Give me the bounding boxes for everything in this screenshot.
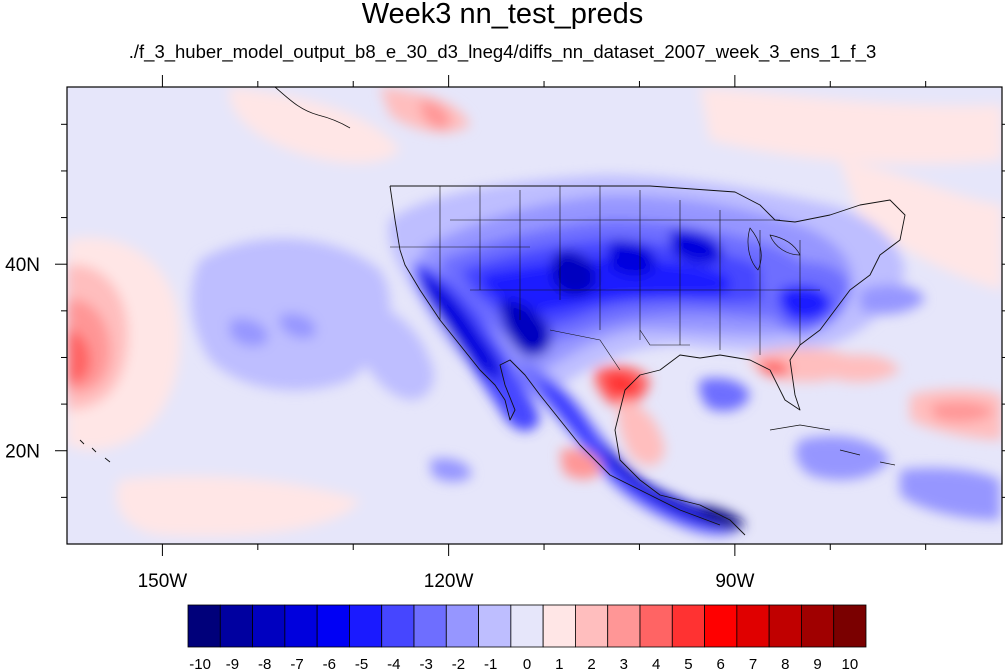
colorbar-swatch <box>542 604 576 648</box>
field-region <box>116 476 360 537</box>
colorbar-label: 4 <box>652 656 660 672</box>
colorbar-labels: -10 -9 -8 -7 -6 -5 -4 -3 -2 -1 0 1 2 3 4 5 6 7 8 9 10 <box>189 656 858 672</box>
lat-tick-label: 20N <box>5 442 40 463</box>
lon-tick-label: 150W <box>138 571 188 592</box>
lon-tick-label: 90W <box>715 571 754 592</box>
field-region <box>608 239 656 276</box>
coastline-alaska <box>274 87 351 129</box>
field-region <box>840 160 1002 290</box>
colorbar-label: 6 <box>717 656 725 672</box>
colorbar-label: 3 <box>620 656 628 672</box>
colorbar-label: 9 <box>813 656 821 672</box>
colorbar-label: -1 <box>484 656 497 672</box>
hawaii-islands <box>79 439 111 463</box>
colorbar-swatch <box>252 604 286 648</box>
colorbar-label: -5 <box>355 656 368 672</box>
colorbar-label: 0 <box>523 656 531 672</box>
field-region <box>230 318 269 347</box>
colorbar-swatch <box>349 604 383 648</box>
axis-ticks <box>55 75 1005 556</box>
colorbar-label: 5 <box>684 656 692 672</box>
field-region <box>699 378 750 412</box>
coastlines <box>79 87 906 536</box>
state-borders <box>390 186 820 355</box>
colorbar-swatch <box>704 604 738 648</box>
colorbar-swatch <box>801 604 835 648</box>
coastline-north-america-west <box>389 185 721 526</box>
map-subtitle: ./f_3_huber_model_output_b8_e_30_d3_lneg… <box>128 41 877 62</box>
colorbar-swatch <box>639 604 673 648</box>
axis-tick-labels: 150W 120W 90W 40N 20N <box>5 255 754 592</box>
colorbar-swatch <box>284 604 318 648</box>
field-region <box>618 400 665 466</box>
field-region <box>795 436 890 480</box>
colorbar-swatch <box>445 604 479 648</box>
colorbar-label: -3 <box>419 656 432 672</box>
field-region <box>551 250 596 296</box>
colorbar-label: -6 <box>323 656 336 672</box>
field-region <box>930 401 995 422</box>
field-region <box>820 354 900 382</box>
field-region <box>760 360 790 376</box>
caribbean-islands <box>769 424 896 466</box>
field-region <box>670 229 723 264</box>
field-region <box>778 285 832 322</box>
map-title: Week3 nn_test_preds <box>361 0 644 30</box>
lat-tick-label: 40N <box>5 255 40 276</box>
colorbar-swatch <box>510 604 544 648</box>
mexico-border <box>549 329 690 371</box>
field-region <box>430 458 472 482</box>
colorbar-swatch <box>316 604 350 648</box>
plot-frame <box>66 86 1003 545</box>
field-layer <box>67 87 1002 537</box>
colorbar-swatch <box>478 604 512 648</box>
field-region <box>700 87 1002 164</box>
field-region <box>518 360 741 536</box>
field-region <box>420 100 450 129</box>
colorbar-label: -10 <box>189 656 211 672</box>
field-region <box>860 284 925 315</box>
field-region <box>605 373 638 396</box>
colorbar-swatch <box>219 604 253 648</box>
field-region <box>280 313 316 339</box>
colorbar-label: -9 <box>226 656 239 672</box>
coastline-north-america-east <box>390 185 906 536</box>
colorbar-label: -8 <box>258 656 271 672</box>
lon-tick-label: 120W <box>424 571 474 592</box>
colorbar-swatch <box>607 604 641 648</box>
colorbar-label: 10 <box>842 656 859 672</box>
colorbar-swatch <box>575 604 609 648</box>
colorbar-label: -2 <box>452 656 465 672</box>
colorbar-swatch <box>768 604 802 648</box>
colorbar-swatch <box>833 604 867 648</box>
colorbar-label: 8 <box>781 656 789 672</box>
field-region <box>67 330 91 383</box>
colorbar <box>187 604 867 648</box>
field-region <box>480 258 731 312</box>
field-region <box>420 270 502 380</box>
field-region <box>350 300 434 400</box>
colorbar-swatch <box>381 604 415 648</box>
field-region <box>229 87 400 164</box>
colorbar-swatch <box>671 604 705 648</box>
colorbar-swatch <box>187 604 221 648</box>
colorbar-label: -7 <box>290 656 303 672</box>
colorbar-swatch <box>413 604 447 648</box>
great-lakes <box>747 227 801 271</box>
field-region <box>900 468 1000 520</box>
colorbar-swatch <box>736 604 770 648</box>
colorbar-label: 1 <box>555 656 563 672</box>
colorbar-label: 7 <box>749 656 757 672</box>
colorbar-label: 2 <box>587 656 595 672</box>
colorbar-label: -4 <box>387 656 400 672</box>
field-region <box>500 300 551 357</box>
